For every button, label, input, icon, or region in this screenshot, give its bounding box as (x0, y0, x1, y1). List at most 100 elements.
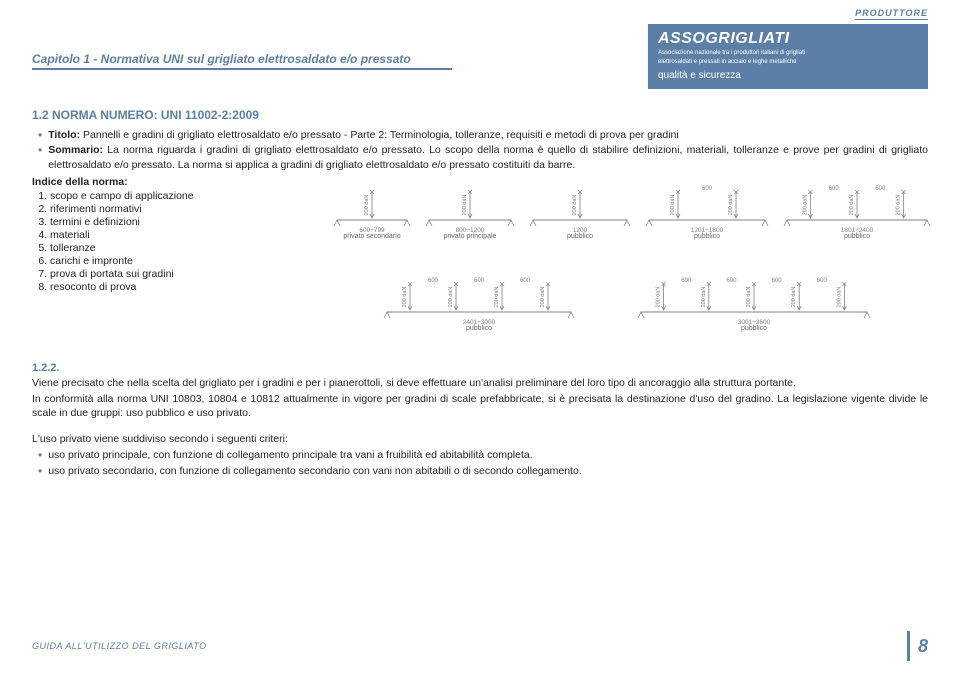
svg-text:600: 600 (520, 278, 531, 284)
diagram-label: privato principale (444, 233, 497, 240)
diagram-cell: 600 600 600 200 daN 200 daN 200 daN 200 daN 240… (382, 274, 576, 332)
svg-text:200 daN: 200 daN (462, 194, 468, 215)
diagram-svg: 600 200 daN 200 daN 1201÷1800 (644, 182, 770, 232)
index-item: materiali (50, 229, 332, 241)
svg-text:200 daN: 200 daN (494, 286, 500, 307)
diagram-svg: 600 600 600 200 daN 200 daN 200 daN 200 daN 240… (382, 274, 576, 324)
produttore-label: PRODUTTORE (855, 8, 928, 20)
index-item: termini e definizioni (50, 216, 332, 228)
index-item: resoconto di prova (50, 281, 332, 293)
svg-text:200 daN: 200 daN (572, 194, 578, 215)
svg-text:1801÷2400: 1801÷2400 (841, 227, 874, 232)
diagram-cell: 600 200 daN 200 daN 1201÷1800pubblico (644, 182, 770, 240)
svg-text:200 daN: 200 daN (896, 194, 902, 215)
svg-text:200 daN: 200 daN (402, 286, 408, 307)
svg-text:600: 600 (772, 278, 783, 284)
index-item: carichi e impronte (50, 255, 332, 267)
index-title: Indice della norma: (32, 176, 332, 188)
svg-text:600: 600 (474, 278, 485, 284)
svg-text:200 daN: 200 daN (728, 194, 734, 215)
footer-title: GUIDA ALL'UTILIZZO DEL GRIGLIATO (32, 641, 207, 651)
bullet-sommario: • Sommario: La norma riguarda i gradini … (38, 143, 928, 171)
svg-text:1200: 1200 (573, 227, 588, 232)
diagram-svg: 600 600 600 600 200 daN 200 daN 200 daN 200 daN… (636, 274, 872, 324)
svg-text:200 daN: 200 daN (802, 194, 808, 215)
svg-text:200 daN: 200 daN (448, 286, 454, 307)
bullet-icon: • (38, 464, 42, 478)
svg-text:600: 600 (726, 278, 737, 284)
diagram-row-1: 200 daN 600÷799privato secondario 200 daN 8… (332, 182, 932, 240)
chapter-title: Capitolo 1 - Normativa UNI sul grigliato… (32, 52, 411, 66)
diagram-cell: 600 600 200 daN 200 daN 200 daN 1801÷2400pubb… (782, 182, 932, 240)
diagram-label: pubblico (694, 233, 720, 240)
diagram-row-2: 600 600 600 200 daN 200 daN 200 daN 200 daN 240… (382, 274, 872, 332)
section-title: 1.2 NORMA NUMERO: UNI 11002-2:2009 (32, 108, 928, 122)
page-footer: GUIDA ALL'UTILIZZO DEL GRIGLIATO 8 (32, 631, 928, 661)
diagram-cell: 200 daN 600÷799privato secondario (332, 182, 412, 240)
criteria-text-2: uso privato secondario, con funzione di … (48, 464, 928, 478)
chapter-underline (32, 68, 452, 70)
sommario-label: Sommario: (48, 144, 103, 156)
svg-text:1201÷1800: 1201÷1800 (691, 227, 724, 232)
paragraph-2: In conformità alla norma UNI 10803, 1080… (32, 392, 928, 420)
svg-text:200 daN: 200 daN (701, 286, 707, 307)
index-item: riferimenti normativi (50, 203, 332, 215)
titolo-value: Pannelli e gradini di grigliato elettros… (80, 129, 679, 141)
section-bullets: • Titolo: Pannelli e gradini di grigliat… (38, 128, 928, 172)
brand-box: ASSOGRIGLIATI Associazione nazionale tra… (648, 24, 928, 89)
svg-text:600: 600 (702, 186, 713, 192)
criteria-bullets: • uso privato principale, con funzione di… (38, 448, 928, 478)
svg-text:600: 600 (817, 278, 828, 284)
bullet-icon: • (38, 448, 42, 462)
svg-text:200 daN: 200 daN (849, 194, 855, 215)
svg-text:600÷799: 600÷799 (359, 227, 385, 232)
page-header: PRODUTTORE ASSOGRIGLIATI Associazione na… (0, 0, 960, 90)
brand-sub-2: elettrosaldati e pressati in acciaio e l… (658, 59, 918, 66)
index-column: Indice della norma: scopo e campo di app… (32, 176, 332, 346)
diagram-label: privato secondario (343, 233, 400, 240)
diagram-svg: 200 daN 1200 (528, 182, 632, 232)
index-list: scopo e campo di applicazione riferiment… (32, 190, 332, 293)
criteria-bullet-2: • uso privato secondario, con funzione di… (38, 464, 928, 478)
bullet-icon: • (38, 128, 42, 142)
criteria-bullet-1: • uso privato principale, con funzione di… (38, 448, 928, 462)
svg-text:2401÷3000: 2401÷3000 (463, 319, 496, 324)
sommario-value: La norma riguarda i gradini di grigliato… (48, 144, 928, 170)
svg-text:200 daN: 200 daN (364, 194, 370, 215)
svg-text:3001÷3600: 3001÷3600 (738, 319, 771, 324)
content-area: 1.2 NORMA NUMERO: UNI 11002-2:2009 • Tit… (0, 90, 960, 478)
svg-text:800÷1200: 800÷1200 (456, 227, 485, 232)
bullet-icon: • (38, 143, 42, 157)
index-and-diagrams: Indice della norma: scopo e campo di app… (32, 176, 928, 346)
svg-text:600: 600 (829, 186, 840, 192)
svg-text:200 daN: 200 daN (670, 194, 676, 215)
page-bar (907, 631, 910, 661)
criteria-text-1: uso privato principale, con funzione di … (48, 448, 928, 462)
index-item: prova di portata sui gradini (50, 268, 332, 280)
diagram-svg: 600 600 200 daN 200 daN 200 daN 1801÷2400 (782, 182, 932, 232)
svg-text:200 daN: 200 daN (836, 286, 842, 307)
brand-sub-1: Associazione nazionale tra i produttori … (658, 50, 918, 57)
diagram-label: pubblico (466, 325, 492, 332)
svg-text:200 daN: 200 daN (540, 286, 546, 307)
bullet-titolo: • Titolo: Pannelli e gradini di grigliat… (38, 128, 928, 142)
paragraph-1: Viene precisato che nella scelta del gri… (32, 376, 928, 390)
diagram-cell: 200 daN 1200pubblico (528, 182, 632, 240)
svg-text:200 daN: 200 daN (656, 286, 662, 307)
diagram-svg: 200 daN 600÷799 (332, 182, 412, 232)
diagram-label: pubblico (741, 325, 767, 332)
diagram-svg: 200 daN 800÷1200 (424, 182, 516, 232)
titolo-label: Titolo: (48, 129, 80, 141)
diagram-label: pubblico (567, 233, 593, 240)
paragraph-3: L'uso privato viene suddiviso secondo i … (32, 432, 928, 446)
diagram-cell: 600 600 600 600 200 daN 200 daN 200 daN 200 daN… (636, 274, 872, 332)
brand-name: ASSOGRIGLIATI (658, 30, 918, 48)
bullet-sommario-text: Sommario: La norma riguarda i gradini di… (48, 143, 928, 171)
svg-text:200 daN: 200 daN (746, 286, 752, 307)
diagram-label: pubblico (844, 233, 870, 240)
svg-text:600: 600 (428, 278, 439, 284)
svg-text:600: 600 (681, 278, 692, 284)
svg-text:600: 600 (875, 186, 886, 192)
svg-text:200 daN: 200 daN (791, 286, 797, 307)
index-item: scopo e campo di applicazione (50, 190, 332, 202)
